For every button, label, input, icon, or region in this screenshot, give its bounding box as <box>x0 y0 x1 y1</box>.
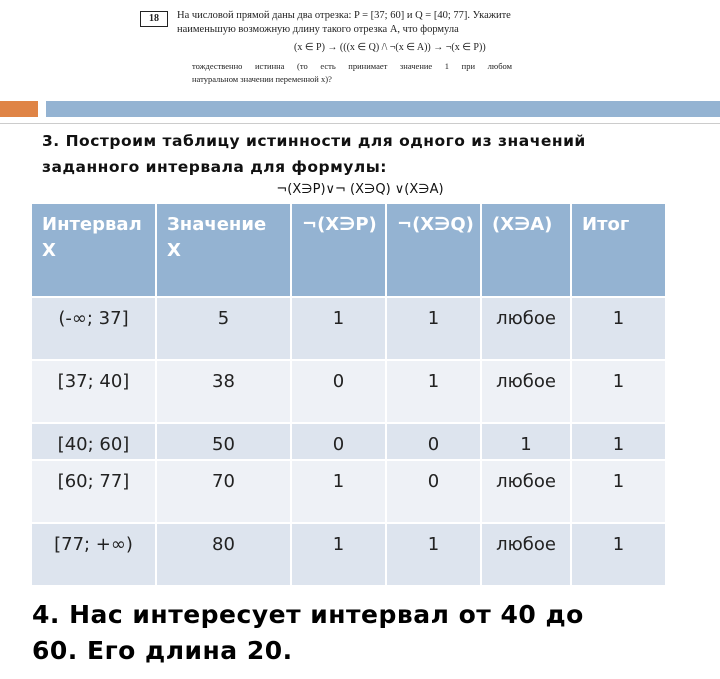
table-row: (-∞; 37] 5 1 1 любое 1 <box>30 296 667 361</box>
table-cell: 1 <box>385 359 482 424</box>
accent-bar-orange <box>0 101 38 117</box>
table-cell: [37; 40] <box>30 359 157 424</box>
table-cell: 1 <box>290 459 387 524</box>
task-text: На числовой прямой даны два отрезка: P =… <box>177 10 511 21</box>
accent-bar-blue <box>46 101 720 117</box>
table-cell: 5 <box>155 296 292 361</box>
task-text: натуральном значении переменной x)? <box>192 74 332 84</box>
main-content: Интервал Х Значение Х ¬(Х∋Р) ¬(Х∋Q) (Х∋А) Ито… <box>30 202 700 679</box>
table-cell: 0 <box>385 459 482 524</box>
table-cell: 1 <box>385 296 482 361</box>
heading-line: 3. Построим таблицу истинности для одног… <box>42 132 586 150</box>
task-image: 18 На числовой прямой даны два отрезка: … <box>122 0 577 100</box>
task-number: 18 <box>140 11 168 27</box>
table-cell: любое <box>480 459 572 524</box>
conclusion: 4. Нас интересует интервал от 40 до 60. … <box>30 597 700 669</box>
conclusion-line: 4. Нас интересует интервал от 40 до <box>32 600 584 629</box>
formula: ¬(Х∋Р)∨¬ (Х∋Q) ∨(Х∋А) <box>276 182 444 197</box>
slide-heading: 3. Построим таблицу истинности для одног… <box>42 128 586 180</box>
table-cell: 1 <box>570 459 667 524</box>
heading-line: заданного интервала для формулы: <box>42 158 387 176</box>
table-row: [60; 77] 70 1 0 любое 1 <box>30 459 667 524</box>
table-row: [40; 60] 50 0 0 1 1 <box>30 422 667 461</box>
table-cell: 38 <box>155 359 292 424</box>
table-cell: 1 <box>570 359 667 424</box>
table-cell: 1 <box>570 422 667 461</box>
table-cell: 50 <box>155 422 292 461</box>
table-cell: любое <box>480 522 572 587</box>
task-text: тождественно истинна (то есть принимает … <box>192 61 512 71</box>
table-cell: 0 <box>290 422 387 461</box>
table-cell: 1 <box>385 522 482 587</box>
column-header: Итог <box>570 202 667 298</box>
truth-table: Интервал Х Значение Х ¬(Х∋Р) ¬(Х∋Q) (Х∋А) Ито… <box>30 202 667 587</box>
table-cell: 0 <box>290 359 387 424</box>
divider <box>0 123 720 124</box>
conclusion-line: 60. Его длина 20. <box>32 636 293 665</box>
table-cell: 0 <box>385 422 482 461</box>
table-cell: 1 <box>290 522 387 587</box>
table-cell: 1 <box>480 422 572 461</box>
column-header: ¬(Х∋Р) <box>290 202 387 298</box>
table-cell: [77; +∞) <box>30 522 157 587</box>
table-cell: 1 <box>570 296 667 361</box>
column-header: ¬(Х∋Q) <box>385 202 482 298</box>
table-cell: 1 <box>570 522 667 587</box>
table-cell: любое <box>480 296 572 361</box>
table-cell: 70 <box>155 459 292 524</box>
table-cell: 80 <box>155 522 292 587</box>
table-cell: (-∞; 37] <box>30 296 157 361</box>
table-cell: любое <box>480 359 572 424</box>
column-header: (Х∋А) <box>480 202 572 298</box>
column-header: Значение Х <box>155 202 292 298</box>
table-cell: [60; 77] <box>30 459 157 524</box>
table-cell: [40; 60] <box>30 422 157 461</box>
table-cell: 1 <box>290 296 387 361</box>
column-header: Интервал Х <box>30 202 157 298</box>
table-row: [37; 40] 38 0 1 любое 1 <box>30 359 667 424</box>
task-text: наименьшую возможную длину такого отрезк… <box>177 24 459 35</box>
table-row: [77; +∞) 80 1 1 любое 1 <box>30 522 667 587</box>
task-formula: (x ∈ P) → (((x ∈ Q) /\ ¬(x ∈ A)) → ¬(x ∈… <box>294 42 486 53</box>
table-header-row: Интервал Х Значение Х ¬(Х∋Р) ¬(Х∋Q) (Х∋А) Ито… <box>30 202 667 298</box>
